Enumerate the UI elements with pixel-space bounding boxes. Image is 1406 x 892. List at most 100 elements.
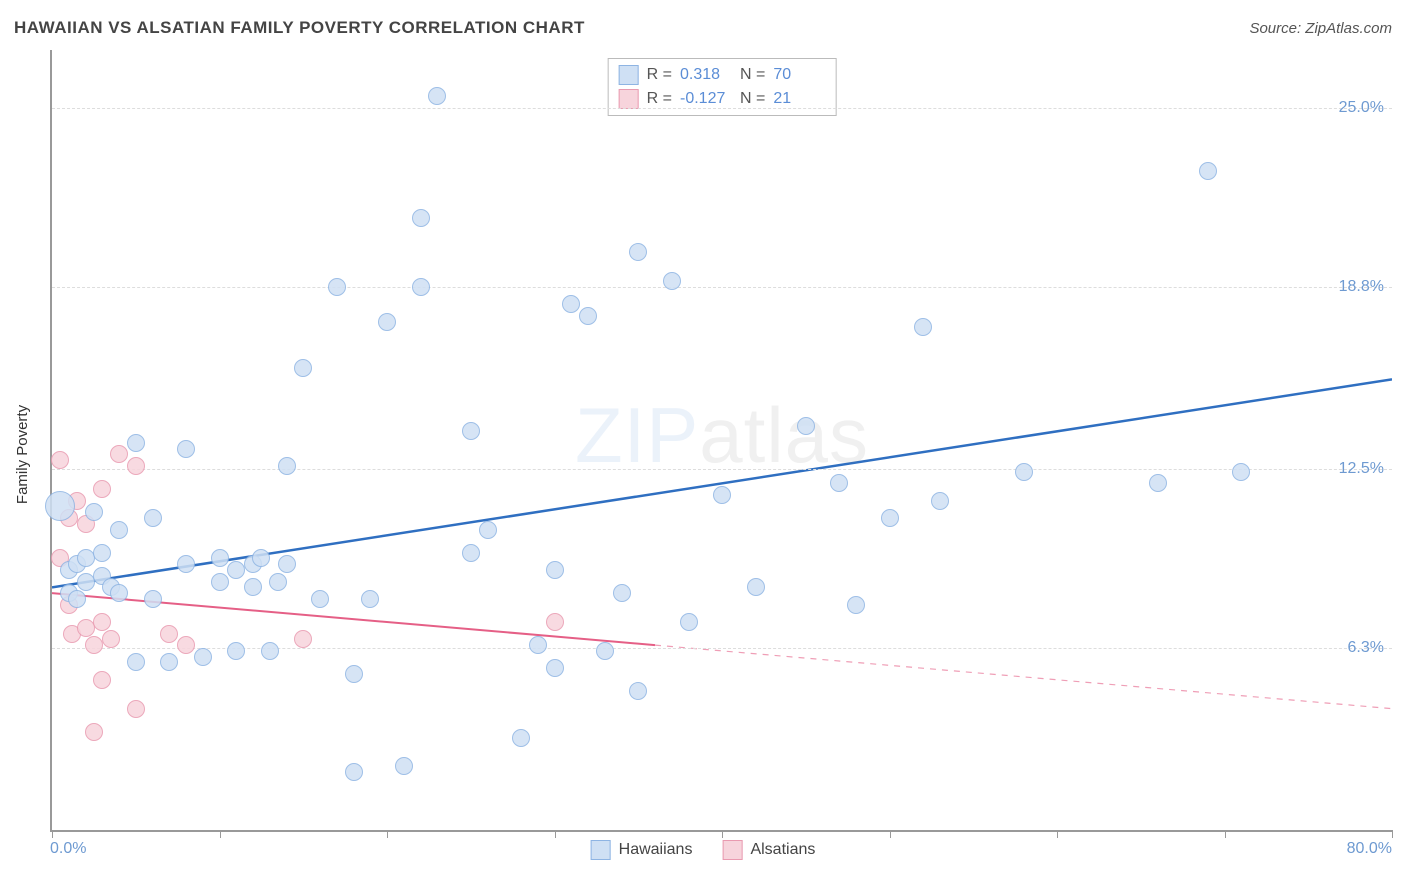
data-point	[546, 561, 564, 579]
x-tick	[722, 830, 723, 838]
data-point	[596, 642, 614, 660]
data-point	[1015, 463, 1033, 481]
data-point	[747, 578, 765, 596]
data-point	[77, 619, 95, 637]
data-point	[160, 625, 178, 643]
data-point	[680, 613, 698, 631]
data-point	[211, 573, 229, 591]
data-point	[278, 457, 296, 475]
stats-row-hawaiians: R = 0.318 N = 70	[619, 63, 826, 87]
data-point	[227, 561, 245, 579]
data-point	[797, 417, 815, 435]
x-tick	[1057, 830, 1058, 838]
x-tick	[220, 830, 221, 838]
data-point	[428, 87, 446, 105]
data-point	[261, 642, 279, 660]
data-point	[127, 653, 145, 671]
data-point	[269, 573, 287, 591]
data-point	[395, 757, 413, 775]
x-axis-min-label: 0.0%	[50, 840, 86, 858]
y-tick-label: 6.3%	[1348, 639, 1384, 657]
data-point	[160, 653, 178, 671]
data-point	[378, 313, 396, 331]
data-point	[93, 671, 111, 689]
data-point	[294, 359, 312, 377]
data-point	[244, 578, 262, 596]
data-point	[102, 630, 120, 648]
data-point	[278, 555, 296, 573]
y-axis-label: Family Poverty	[14, 405, 31, 504]
data-point	[45, 491, 75, 521]
chart-title: HAWAIIAN VS ALSATIAN FAMILY POVERTY CORR…	[14, 18, 585, 38]
data-point	[663, 272, 681, 290]
data-point	[227, 642, 245, 660]
data-point	[1199, 162, 1217, 180]
x-tick	[555, 830, 556, 838]
data-point	[847, 596, 865, 614]
data-point	[127, 700, 145, 718]
data-point	[85, 723, 103, 741]
data-point	[93, 480, 111, 498]
data-point	[361, 590, 379, 608]
data-point	[345, 665, 363, 683]
legend-swatch-alsatians	[722, 840, 742, 860]
data-point	[311, 590, 329, 608]
x-tick	[890, 830, 891, 838]
data-point	[77, 549, 95, 567]
x-tick	[52, 830, 53, 838]
data-point	[85, 636, 103, 654]
y-tick-label: 12.5%	[1339, 460, 1384, 478]
data-point	[1149, 474, 1167, 492]
x-tick	[387, 830, 388, 838]
y-tick-label: 25.0%	[1339, 99, 1384, 117]
data-point	[546, 613, 564, 631]
legend-label-hawaiians: Hawaiians	[619, 841, 693, 859]
data-point	[110, 445, 128, 463]
data-point	[479, 521, 497, 539]
data-point	[412, 278, 430, 296]
data-point	[613, 584, 631, 602]
data-point	[462, 422, 480, 440]
data-point	[529, 636, 547, 654]
data-point	[629, 243, 647, 261]
data-point	[51, 451, 69, 469]
legend-swatch-hawaiians	[591, 840, 611, 860]
data-point	[345, 763, 363, 781]
data-point	[713, 486, 731, 504]
data-point	[881, 509, 899, 527]
data-point	[412, 209, 430, 227]
data-point	[144, 590, 162, 608]
data-point	[93, 544, 111, 562]
data-point	[294, 630, 312, 648]
gridline	[52, 648, 1392, 649]
data-point	[93, 613, 111, 631]
data-point	[629, 682, 647, 700]
swatch-alsatians	[619, 89, 639, 109]
data-point	[85, 503, 103, 521]
legend-item-alsatians: Alsatians	[722, 840, 815, 860]
data-point	[462, 544, 480, 562]
legend: Hawaiians Alsatians	[591, 840, 816, 860]
trend-lines	[52, 50, 1392, 830]
data-point	[177, 440, 195, 458]
data-point	[68, 590, 86, 608]
data-point	[562, 295, 580, 313]
data-point	[579, 307, 597, 325]
gridline	[52, 108, 1392, 109]
data-point	[211, 549, 229, 567]
data-point	[194, 648, 212, 666]
legend-label-alsatians: Alsatians	[750, 841, 815, 859]
x-axis-max-label: 80.0%	[1347, 840, 1392, 858]
gridline	[52, 287, 1392, 288]
data-point	[144, 509, 162, 527]
data-point	[177, 636, 195, 654]
source-label: Source: ZipAtlas.com	[1249, 20, 1392, 37]
data-point	[110, 521, 128, 539]
y-tick-label: 18.8%	[1339, 278, 1384, 296]
watermark: ZIPatlas	[575, 390, 869, 481]
data-point	[110, 584, 128, 602]
data-point	[252, 549, 270, 567]
data-point	[914, 318, 932, 336]
x-tick	[1392, 830, 1393, 838]
legend-item-hawaiians: Hawaiians	[591, 840, 693, 860]
